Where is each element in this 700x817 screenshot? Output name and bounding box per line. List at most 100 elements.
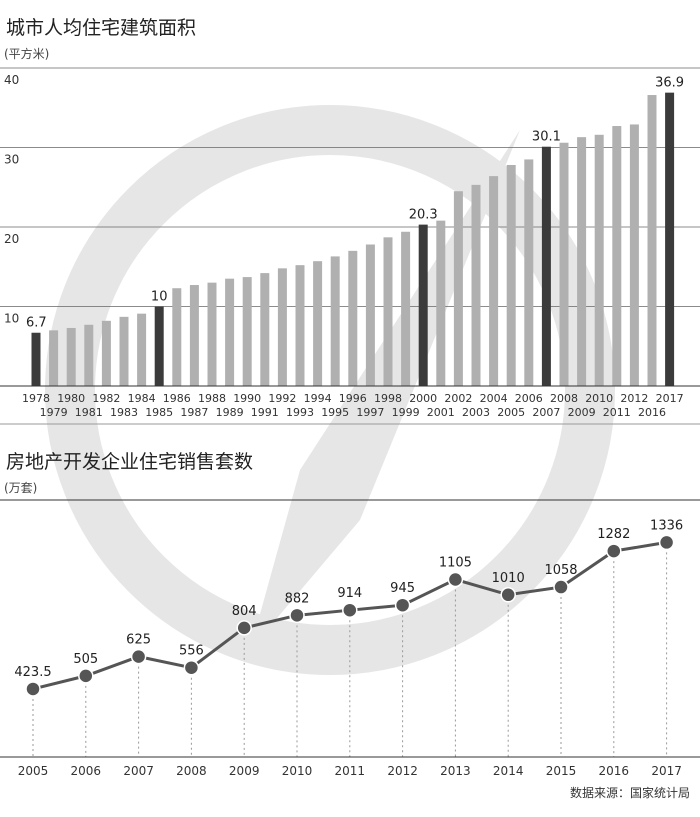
bar-xtick-label: 1981 — [75, 406, 103, 419]
bar-xtick-label: 1985 — [145, 406, 173, 419]
source-note: 数据来源：国家统计局 — [570, 785, 690, 800]
bar-xtick-label: 2007 — [532, 406, 560, 419]
bar-xtick-label: 1978 — [22, 392, 50, 405]
bar — [629, 124, 639, 386]
bar-xtick-label: 2008 — [550, 392, 578, 405]
bar-xtick-label: 2006 — [515, 392, 543, 405]
bar — [348, 250, 358, 386]
bar-xtick-label: 1988 — [198, 392, 226, 405]
line-point — [500, 587, 516, 603]
bar-xtick-label: 2016 — [638, 406, 666, 419]
bar-xtick-label: 1979 — [40, 406, 68, 419]
bar-xtick-label: 2009 — [568, 406, 596, 419]
bar-chart-xticks: 1978197919801981198219831984198519861987… — [22, 392, 684, 419]
bar — [277, 268, 287, 386]
bar — [401, 231, 411, 386]
bar-xtick-label: 2001 — [427, 406, 455, 419]
line-data-label: 556 — [179, 644, 204, 659]
bar-xtick-label: 1980 — [57, 392, 85, 405]
line-data-label: 1336 — [650, 518, 683, 533]
bar-xtick-label: 1982 — [92, 392, 120, 405]
bar-data-label: 36.9 — [655, 76, 684, 91]
bar-xtick-label: 2003 — [462, 406, 490, 419]
line-data-label: 945 — [390, 581, 415, 596]
line-data-label: 423.5 — [14, 665, 51, 680]
bar-xtick-label: 2010 — [585, 392, 613, 405]
bar-xtick-label: 1995 — [321, 406, 349, 419]
bar-xtick-label: 1998 — [374, 392, 402, 405]
bar — [506, 164, 516, 386]
bar-ytick-label: 30 — [4, 153, 19, 167]
line-point — [394, 597, 411, 613]
bar-data-label: 10 — [151, 290, 168, 305]
bar — [647, 95, 657, 386]
line-data-label: 882 — [285, 591, 310, 606]
bar-xtick-label: 1987 — [180, 406, 208, 419]
bar — [559, 142, 569, 386]
bar — [101, 320, 111, 386]
bar-chart-bars — [31, 92, 675, 387]
line-data-label: 804 — [232, 604, 257, 619]
line-chart-ylabel: (万套) — [4, 481, 37, 495]
bar-xtick-label: 1990 — [233, 392, 261, 405]
bar — [365, 244, 375, 386]
bar — [313, 261, 323, 386]
bar — [84, 324, 94, 386]
bar — [594, 134, 604, 386]
watermark-ring — [45, 105, 615, 675]
line-data-label: 914 — [337, 586, 362, 601]
bar — [577, 137, 587, 386]
bar-xtick-label: 1986 — [163, 392, 191, 405]
bar-chart-data-labels: 6.7 10 20.3 30.1 36.9 — [26, 76, 684, 331]
bar-xtick-label: 2005 — [497, 406, 525, 419]
bar-xtick-label: 2002 — [444, 392, 472, 405]
line-point — [658, 534, 675, 551]
line-point — [553, 579, 569, 595]
bar-xtick-label: 1999 — [392, 406, 420, 419]
line-data-label: 505 — [73, 652, 98, 667]
line-xtick-label: 2017 — [651, 764, 682, 778]
bar — [207, 282, 217, 386]
bar-data-label: 6.7 — [26, 316, 47, 331]
line-xtick-label: 2009 — [229, 764, 260, 778]
line-point — [236, 620, 252, 636]
bar-ytick-label: 40 — [4, 73, 19, 87]
bar-xtick-label: 2011 — [603, 406, 631, 419]
bar — [471, 184, 481, 386]
bar — [242, 277, 252, 386]
bar-xtick-label: 1991 — [251, 406, 279, 419]
bar — [665, 92, 675, 387]
line-xtick-label: 2014 — [493, 764, 524, 778]
bar-xtick-label: 1984 — [128, 392, 156, 405]
line-xtick-label: 2010 — [282, 764, 313, 778]
bar — [119, 316, 129, 386]
bar-data-label: 20.3 — [409, 208, 438, 223]
line-point — [130, 648, 147, 665]
bar-chart-yticks: 10 20 30 40 — [4, 73, 19, 326]
bar — [49, 330, 59, 386]
line-chart-title: 房地产开发企业住宅销售套数 — [6, 451, 253, 473]
line-chart-points — [25, 534, 675, 697]
bar-xtick-label: 1996 — [339, 392, 367, 405]
bar-xtick-label: 2017 — [656, 392, 684, 405]
bar — [31, 332, 41, 386]
line-point — [183, 659, 200, 676]
line-chart-xticks: 2005 2006 2007 2008 2009 2010 2011 2012 2013 2014… — [18, 764, 682, 778]
line-data-label: 625 — [126, 633, 151, 648]
bar — [524, 159, 534, 386]
bar — [541, 146, 551, 386]
bar — [612, 126, 622, 386]
bar-chart-ylabel: (平方米) — [4, 46, 49, 61]
line-data-label: 1282 — [597, 527, 630, 542]
bar-chart: 城市人均住宅建筑面积 (平方米) 10 20 30 40 6.7 10 20.3 30.1 3… — [0, 17, 700, 419]
bar — [453, 191, 463, 386]
bar-xtick-label: 1989 — [216, 406, 244, 419]
line-xtick-label: 2007 — [123, 764, 154, 778]
bar-ytick-label: 20 — [4, 232, 19, 246]
bar-xtick-label: 2000 — [409, 392, 437, 405]
bar — [295, 265, 305, 386]
bar — [489, 176, 499, 386]
line-point — [447, 571, 464, 588]
line-xtick-label: 2015 — [546, 764, 577, 778]
